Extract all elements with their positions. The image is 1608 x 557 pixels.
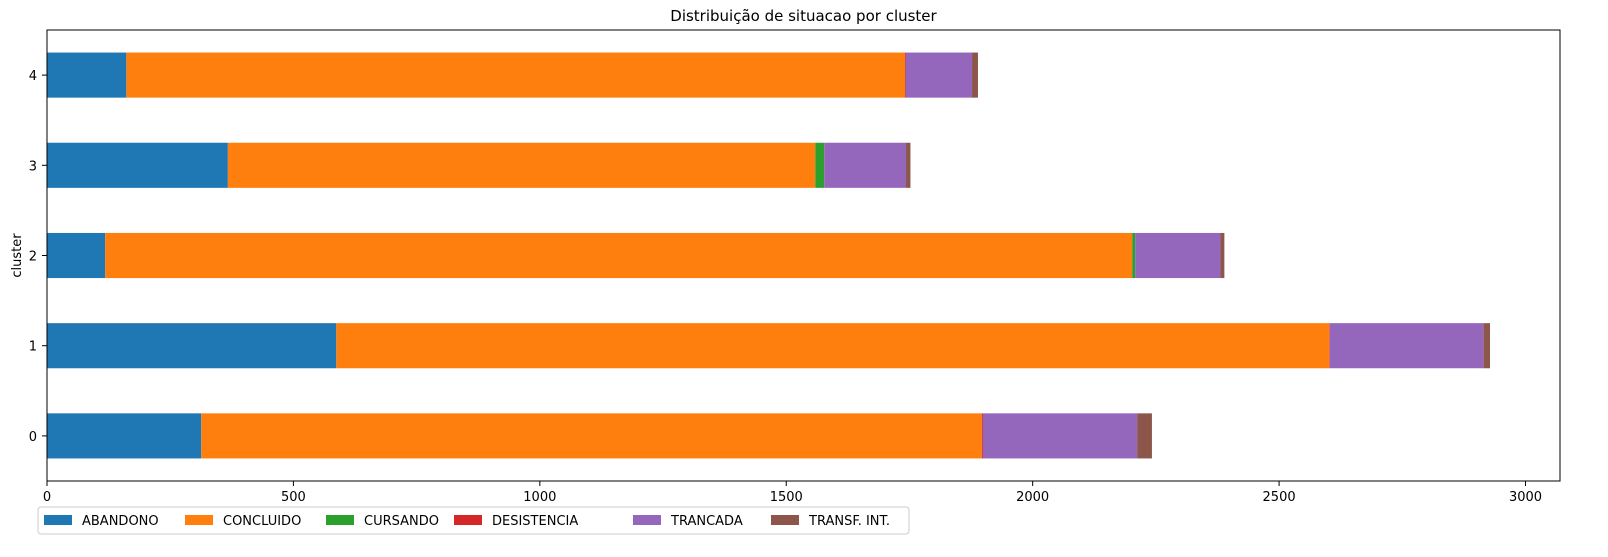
legend-label: TRANSF. INT. [808, 514, 890, 529]
bar-segment [47, 52, 127, 98]
bar-segment [1137, 413, 1152, 459]
bar-segment [47, 323, 337, 369]
x-tick-label: 1500 [770, 490, 803, 505]
x-tick-label: 1000 [523, 490, 556, 505]
legend-swatch [185, 515, 213, 525]
legend-label: CURSANDO [364, 514, 439, 529]
legend-swatch [454, 515, 482, 525]
legend-swatch [633, 515, 661, 525]
bar-segment [972, 52, 978, 98]
bar-segment [227, 142, 816, 188]
y-axis-label: cluster [10, 233, 25, 278]
x-tick-label: 2500 [1263, 490, 1296, 505]
bar-segment [336, 323, 1330, 369]
chart-title: Distribuição de situacao por cluster [670, 7, 937, 25]
bar-segment [1132, 232, 1136, 279]
bar-segment [47, 142, 228, 188]
bar-segment [47, 413, 202, 459]
legend: ABANDONO CONCLUIDO CURSANDO DESISTENCIA TRAN… [37, 506, 910, 535]
bar-segment [982, 413, 1138, 459]
legend-label: TRANCADA [670, 514, 743, 529]
legend-label: ABANDONO [82, 514, 159, 529]
bar-segment [126, 52, 906, 98]
bar-segment [105, 232, 1133, 279]
x-tick-label: 0 [43, 490, 51, 505]
x-tick-label: 500 [281, 490, 306, 505]
y-axis: 0 1 2 3 4 [29, 69, 47, 445]
bar-segment [815, 142, 825, 188]
y-tick-label: 4 [29, 69, 37, 84]
y-tick-label: 2 [29, 250, 37, 265]
x-axis: 0 500 1000 1500 2000 2500 3000 [43, 481, 1542, 505]
x-tick-label: 3000 [1509, 490, 1542, 505]
bar-segment [981, 413, 983, 459]
y-tick-label: 0 [29, 430, 37, 445]
legend-swatch [771, 515, 799, 525]
legend-swatch [326, 515, 354, 525]
bar-segment [1329, 323, 1330, 369]
y-tick-label: 1 [29, 340, 37, 355]
bar-segment [47, 232, 106, 279]
bar-segment [1220, 232, 1225, 279]
bar-segment [905, 52, 973, 98]
bar-segment [201, 413, 982, 459]
legend-swatch [44, 515, 72, 525]
bar-segment [824, 142, 907, 188]
bar-segment [1329, 323, 1484, 369]
bar-segment [905, 52, 906, 98]
bar-segment [1135, 232, 1221, 279]
bar-segment [906, 142, 911, 188]
y-tick-label: 3 [29, 159, 37, 174]
x-tick-label: 2000 [1016, 490, 1049, 505]
bar-segment [1483, 323, 1491, 369]
bars-layer [47, 52, 1491, 459]
legend-label: CONCLUIDO [223, 514, 301, 529]
legend-label: DESISTENCIA [492, 514, 578, 529]
